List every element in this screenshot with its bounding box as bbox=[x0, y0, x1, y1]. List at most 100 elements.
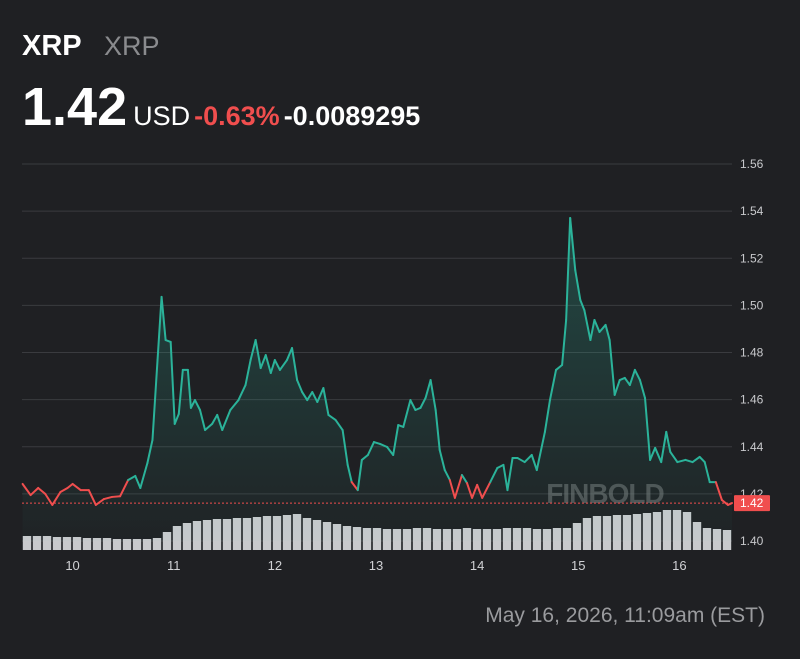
price-line-segment bbox=[665, 430, 672, 453]
price-line-segment bbox=[372, 441, 382, 445]
price-line-segment bbox=[561, 318, 568, 366]
price-line-segment bbox=[177, 368, 184, 415]
price-line-segment bbox=[604, 323, 611, 342]
price-line-segment bbox=[278, 359, 288, 371]
price-line-segment bbox=[466, 482, 474, 499]
change: -0.0089295 bbox=[284, 101, 421, 131]
price-line-segment bbox=[565, 216, 572, 321]
current-price-label: 1.42 bbox=[740, 496, 764, 510]
y-tick-label: 1.44 bbox=[740, 440, 764, 454]
price-line-segment bbox=[598, 323, 607, 334]
volume-bar bbox=[132, 539, 142, 550]
price-line-segment bbox=[654, 446, 663, 464]
price-line-segment bbox=[264, 354, 272, 374]
price-line-segment bbox=[237, 384, 247, 402]
price-line-segment bbox=[453, 474, 463, 499]
volume-bar bbox=[52, 537, 62, 550]
symbol: XRP bbox=[22, 30, 82, 62]
price-row: 1.42 USD -0.63% -0.0089295 bbox=[22, 77, 420, 137]
price-line-segment bbox=[523, 453, 533, 464]
price-line-segment bbox=[684, 458, 694, 464]
volume-bar bbox=[82, 538, 92, 550]
price-line-segment bbox=[316, 387, 325, 403]
price-line-segment bbox=[589, 318, 596, 342]
volume-bar bbox=[112, 539, 122, 550]
price: 1.42 bbox=[22, 77, 127, 137]
price-line-segment bbox=[173, 412, 180, 425]
price-line-segment bbox=[51, 490, 62, 506]
y-tick-label: 1.50 bbox=[740, 298, 764, 312]
volume-bar bbox=[22, 536, 32, 550]
volume-bar bbox=[122, 539, 132, 550]
volume-bar bbox=[42, 536, 52, 550]
price-line-segment bbox=[134, 474, 142, 489]
price-line-segment bbox=[111, 495, 122, 498]
price-line-segment bbox=[186, 368, 192, 409]
price-line-segment bbox=[94, 498, 105, 506]
price-line-segment bbox=[285, 347, 294, 362]
price-line-segment bbox=[37, 486, 47, 495]
volume-bar bbox=[102, 538, 112, 550]
x-tick-label: 14 bbox=[470, 558, 484, 573]
price-line-segment bbox=[221, 408, 232, 432]
price-line-segment bbox=[720, 499, 729, 506]
price-line-segment bbox=[628, 368, 636, 387]
price-line-segment bbox=[193, 399, 202, 411]
price-line-segment bbox=[669, 450, 679, 464]
price-area bbox=[22, 218, 733, 541]
x-tick-label: 11 bbox=[167, 558, 181, 573]
x-tick-label: 15 bbox=[571, 558, 585, 573]
x-tick-label: 10 bbox=[65, 558, 79, 573]
price-line-segment bbox=[273, 359, 281, 371]
price-line-segment bbox=[87, 489, 97, 506]
price-line-segment bbox=[156, 295, 163, 362]
price-line-segment bbox=[633, 368, 641, 382]
price-line-segment bbox=[259, 354, 267, 370]
price-line-segment bbox=[429, 379, 437, 411]
price-line-segment bbox=[548, 368, 558, 402]
price-line-segment bbox=[189, 399, 196, 409]
price-line-segment bbox=[139, 462, 149, 489]
price-line-segment bbox=[593, 318, 601, 334]
y-tick-label: 1.56 bbox=[740, 157, 764, 171]
plot: 1.40 1.42 1.44 1.46 1.48 1.50 1.52 1.54 1.56 10 11… bbox=[21, 157, 770, 573]
price-line-segment bbox=[386, 445, 395, 456]
price-line-segment bbox=[59, 486, 69, 493]
price-line-segment bbox=[496, 463, 505, 469]
price-line-segment bbox=[569, 216, 577, 272]
price-line-segment bbox=[169, 340, 176, 425]
currency: USD bbox=[133, 101, 190, 131]
y-tick-label: 1.54 bbox=[740, 204, 764, 218]
price-line-segment bbox=[535, 430, 546, 472]
price-line-segment bbox=[649, 446, 657, 461]
price-line-segment bbox=[530, 453, 538, 472]
price-line-segment bbox=[574, 269, 582, 301]
change-percent: -0.63% bbox=[194, 101, 280, 131]
price-line-segment bbox=[322, 387, 330, 416]
price-line-segment bbox=[543, 399, 551, 433]
volume-bar bbox=[92, 538, 102, 550]
price-line-segment bbox=[216, 413, 224, 432]
price-line-segment bbox=[379, 442, 389, 448]
price-line-segment bbox=[249, 339, 257, 362]
price-line-segment bbox=[409, 399, 417, 411]
price-line-segment bbox=[555, 363, 564, 371]
volume-bar bbox=[72, 537, 82, 550]
price-line-segment bbox=[579, 298, 586, 312]
y-tick-label: 1.48 bbox=[740, 346, 764, 360]
price-line-segment bbox=[119, 478, 130, 498]
price-line-segment bbox=[471, 483, 479, 499]
price-line-segment bbox=[244, 359, 252, 387]
price-line-segment bbox=[623, 376, 631, 387]
price-line-segment bbox=[691, 455, 701, 464]
price-line-segment bbox=[327, 413, 337, 421]
price-line-segment bbox=[608, 339, 616, 396]
price-line-segment bbox=[291, 347, 299, 382]
y-tick-label: 1.46 bbox=[740, 393, 764, 407]
x-tick-label: 13 bbox=[369, 558, 383, 573]
price-line-segment bbox=[211, 413, 219, 425]
price-line-segment bbox=[311, 391, 319, 403]
price-line-segment bbox=[127, 474, 137, 481]
